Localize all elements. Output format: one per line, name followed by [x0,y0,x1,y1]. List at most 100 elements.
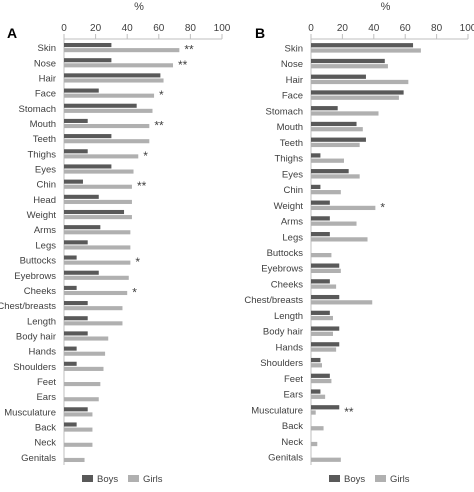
category-label: Length [274,311,303,322]
category-label: Length [27,316,56,327]
bar-boys [64,285,77,290]
bar-girls [311,142,360,148]
bar-boys [64,407,88,412]
axis-title-b: % [381,1,391,13]
bar-boys [311,58,385,64]
category-label: Arms [281,217,303,228]
legend-label-girls: Girls [143,474,163,485]
bar-boys [64,209,125,215]
bar-boys [64,331,88,336]
bar-girls [64,245,131,250]
bar-boys [311,184,321,190]
bar-girls [311,300,373,305]
bar-girls [311,284,337,289]
category-label: Nose [281,59,303,70]
legend-swatch-girls [128,475,139,482]
bar-girls [64,199,132,204]
bar-girls [311,315,333,321]
bar-boys [64,134,112,139]
category-label: Stomach [266,106,304,117]
tick-label-20: 20 [90,23,102,34]
bar-girls [311,111,379,116]
significance-marker: ** [137,179,147,193]
category-label: Ears [36,392,56,403]
bar-girls [311,331,333,336]
bar-girls [64,169,134,174]
category-label: Hair [286,75,303,86]
panel-label-b: B [255,25,265,41]
category-label: Mouth [277,122,303,133]
bar-girls [64,275,129,280]
bar-boys [64,301,88,306]
bar-boys [64,179,83,184]
significance-marker: * [380,200,385,214]
significance-marker: * [143,149,148,163]
category-label: Hair [39,73,56,84]
category-label: Genitals [268,453,303,464]
axis-title-a: % [134,1,144,13]
bar-girls [64,108,153,113]
tick-label-0: 0 [308,23,314,34]
bar-boys [311,232,330,237]
bar-girls [311,378,332,384]
bar-girls [311,48,421,53]
bar-boys [64,42,112,48]
bar-boys [311,43,414,48]
bar-boys [64,164,112,169]
bar-girls [311,441,318,447]
bar-girls [311,205,376,211]
category-label: Hands [29,347,57,358]
category-label: Head [33,195,56,206]
bar-girls [64,427,93,432]
bar-girls [311,253,332,258]
bar-boys [64,240,88,245]
tick-label-20: 20 [337,23,349,34]
bar-boys [64,346,77,351]
bar-boys [64,194,99,199]
significance-marker: ** [184,43,194,57]
category-label: Face [35,89,56,100]
bar-girls [311,64,388,69]
bar-boys [64,58,112,63]
bar-girls [64,351,106,356]
bar-girls [64,457,85,463]
category-label: Cheeks [271,279,303,290]
bar-boys [311,405,340,410]
category-label: Thighs [27,149,56,160]
category-label: Legs [282,232,303,243]
bar-girls [311,127,363,132]
bar-girls [311,79,409,85]
tick-label-100: 100 [214,23,231,34]
category-label: Weight [27,210,57,221]
bar-boys [311,106,338,111]
bar-boys [311,200,330,205]
bar-boys [311,263,340,268]
legend-swatch-boys [82,475,93,482]
bar-boys [64,361,77,366]
category-label: Eyes [35,165,56,176]
bar-girls [64,412,93,417]
bar-girls [64,321,123,326]
bar-girls [64,260,131,265]
bar-girls [64,78,164,83]
category-label: Feet [284,374,303,385]
legend-label-boys: Boys [97,474,118,485]
category-label: Skin [285,43,303,54]
category-label: Back [35,423,56,434]
bar-girls [64,442,93,447]
category-label: Chin [36,180,56,191]
category-label: Nose [34,58,56,69]
bar-girls [64,48,180,53]
bar-boys [311,74,366,79]
bar-boys [311,121,357,127]
tick-label-0: 0 [61,23,67,34]
category-label: Back [282,421,303,432]
bar-boys [64,316,88,321]
tick-label-100: 100 [460,23,474,34]
category-label: Mouth [30,119,56,130]
bar-boys [64,103,137,108]
significance-marker: ** [344,405,354,419]
bar-girls [64,306,123,311]
bar-girls [311,268,341,273]
category-label: Chin [283,185,303,196]
